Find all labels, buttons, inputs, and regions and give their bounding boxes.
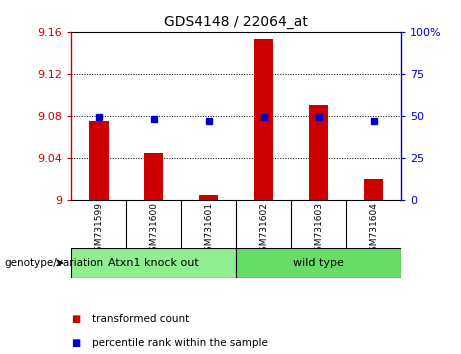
Bar	[199, 195, 219, 200]
Bar	[254, 39, 273, 200]
Text: GSM731599: GSM731599	[95, 202, 103, 257]
Text: Atxn1 knock out: Atxn1 knock out	[108, 258, 199, 268]
Title: GDS4148 / 22064_at: GDS4148 / 22064_at	[164, 16, 308, 29]
Bar	[144, 153, 164, 200]
Text: GSM731600: GSM731600	[149, 202, 159, 257]
Text: genotype/variation: genotype/variation	[5, 258, 104, 268]
Text: transformed count: transformed count	[92, 314, 189, 324]
Text: percentile rank within the sample: percentile rank within the sample	[92, 338, 268, 348]
Text: ■: ■	[71, 314, 81, 324]
Text: GSM731604: GSM731604	[369, 202, 378, 257]
Text: GSM731602: GSM731602	[259, 202, 268, 257]
Text: GSM731601: GSM731601	[204, 202, 213, 257]
Text: GSM731603: GSM731603	[314, 202, 323, 257]
Text: ■: ■	[71, 338, 81, 348]
Text: wild type: wild type	[293, 258, 344, 268]
Bar	[71, 248, 236, 278]
Bar	[89, 121, 108, 200]
Bar	[364, 179, 383, 200]
Bar	[309, 105, 328, 200]
Bar	[236, 248, 401, 278]
